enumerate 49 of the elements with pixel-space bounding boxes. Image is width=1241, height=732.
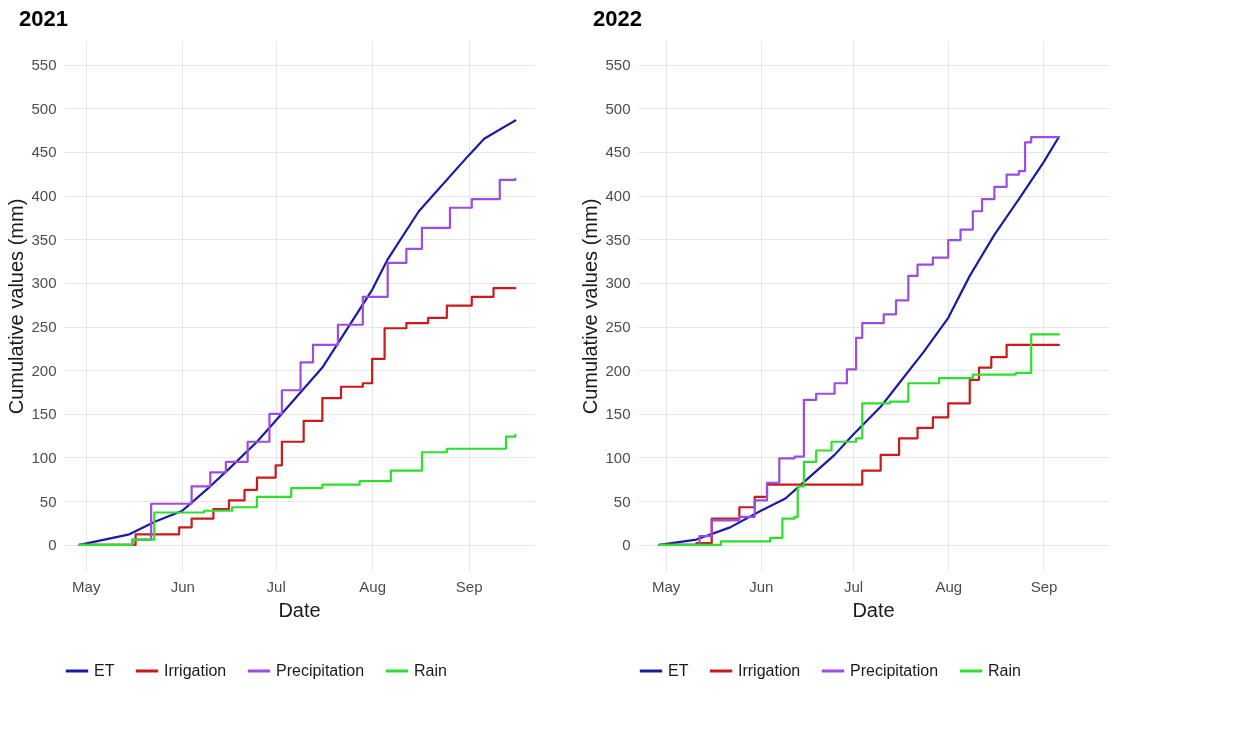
x-tick-label: Jul (843, 577, 864, 595)
y-tick-label: 300 (605, 274, 631, 292)
y-tick-label: 350 (31, 230, 57, 248)
x-tick-label: May (651, 577, 681, 595)
y-tick-label: 550 (605, 56, 631, 74)
x-tick-label: Sep (455, 577, 483, 595)
y-tick-label: 250 (31, 318, 57, 336)
y-axis-title: Cumulative values (mm) (579, 198, 602, 415)
y-tick-label: 50 (39, 492, 57, 510)
legend-label: Precipitation (850, 662, 939, 679)
y-tick-label: 200 (31, 361, 57, 379)
y-tick-label: 50 (613, 492, 631, 510)
x-tick-label: Jun (749, 577, 774, 595)
chart-title: 2021 (18, 6, 68, 31)
line-series (658, 135, 1060, 546)
y-tick-label: 350 (605, 230, 631, 248)
y-axis-title: Cumulative values (mm) (5, 198, 28, 415)
x-tick-label: Jun (170, 577, 195, 595)
legend-label: Irrigation (164, 662, 227, 679)
y-tick-label: 500 (605, 99, 631, 117)
x-tick-label: Aug (935, 577, 963, 595)
y-tick-label: 300 (31, 274, 57, 292)
y-tick-label: 500 (31, 99, 57, 117)
x-tick-label: Aug (359, 577, 386, 595)
y-tick-label: 400 (31, 187, 57, 205)
legend-label: Precipitation (276, 662, 365, 679)
y-tick-label: 450 (31, 143, 57, 161)
x-tick-label: Sep (1030, 577, 1058, 595)
x-axis-title: Date (852, 598, 895, 621)
y-tick-label: 400 (605, 187, 631, 205)
legend-label: ET (668, 662, 689, 679)
y-tick-label: 200 (605, 361, 631, 379)
y-tick-label: 250 (605, 318, 631, 336)
y-tick-label: 0 (48, 536, 57, 554)
chart-title: 2022 (592, 6, 642, 31)
y-tick-label: 100 (605, 448, 631, 466)
y-tick-label: 100 (31, 448, 57, 466)
x-tick-label: May (72, 577, 101, 595)
legend-label: ET (94, 662, 115, 679)
y-tick-label: 450 (605, 143, 631, 161)
legend-label: Irrigation (738, 662, 801, 679)
x-tick-label: Jul (266, 577, 286, 595)
legend-label: Rain (988, 662, 1021, 679)
y-tick-label: 0 (622, 536, 631, 554)
x-axis-title: Date (278, 598, 321, 621)
y-tick-label: 150 (605, 405, 631, 423)
y-tick-label: 550 (31, 56, 57, 74)
legend-label: Rain (414, 662, 447, 679)
y-tick-label: 150 (31, 405, 57, 423)
